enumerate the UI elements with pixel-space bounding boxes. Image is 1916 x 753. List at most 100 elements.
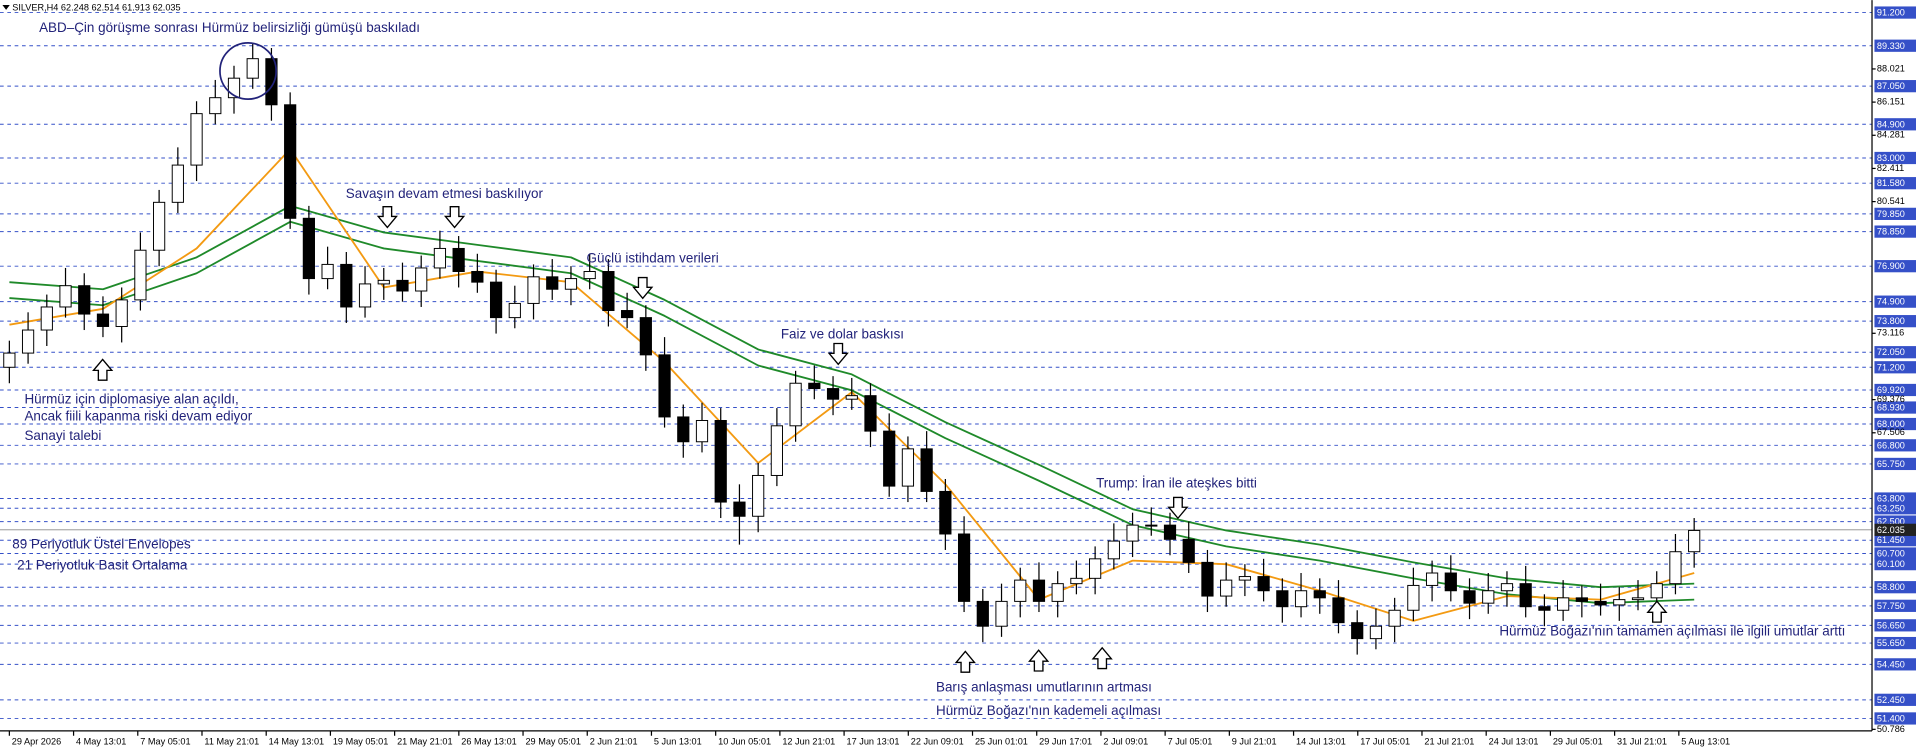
x-tick-label: 29 Apr 2026 bbox=[12, 736, 61, 746]
level-label: 61.450 bbox=[1877, 535, 1905, 545]
y-tick-label: 86.151 bbox=[1877, 97, 1905, 107]
candle-body bbox=[883, 430, 896, 487]
candle-body bbox=[583, 271, 596, 280]
annotation: Savaşın devam etmesi baskılıyor bbox=[346, 186, 544, 201]
candle-body bbox=[1669, 551, 1682, 585]
candle-body bbox=[939, 490, 952, 535]
y-tick-label: 84.281 bbox=[1877, 130, 1905, 140]
level-label: 84.900 bbox=[1877, 119, 1905, 129]
x-tick-label: 5 Jun 13:01 bbox=[654, 736, 702, 746]
candle-body bbox=[527, 276, 540, 304]
candle-body bbox=[358, 283, 372, 308]
level-label-box bbox=[1874, 599, 1916, 612]
level-label: 60.100 bbox=[1877, 559, 1905, 569]
level-label: 51.400 bbox=[1877, 713, 1905, 723]
close: 62.035 bbox=[153, 3, 181, 13]
level-label-box bbox=[1874, 260, 1916, 273]
candle-body bbox=[1257, 576, 1270, 592]
level-label-box bbox=[1874, 177, 1916, 190]
level-label: 91.200 bbox=[1877, 8, 1905, 18]
candle-body bbox=[3, 352, 16, 368]
candle-body bbox=[1051, 583, 1064, 602]
annotation: Hürmüz Boğazı'nın tamamen açılması ile i… bbox=[1499, 623, 1845, 638]
level-label: 87.050 bbox=[1877, 81, 1905, 91]
candle-body bbox=[246, 58, 259, 79]
level-label-box bbox=[1874, 80, 1916, 93]
level-label-box bbox=[1874, 439, 1916, 452]
level-label-box bbox=[1874, 547, 1916, 560]
level-label: 55.650 bbox=[1877, 638, 1905, 648]
level-label-box bbox=[1874, 401, 1916, 414]
candle-body bbox=[1070, 577, 1083, 585]
candle-body bbox=[1425, 572, 1439, 586]
annotation: ABD–Çin görüşme sonrası Hürmüz belirsizl… bbox=[39, 20, 420, 35]
y-tick-label: 69.376 bbox=[1877, 394, 1905, 404]
level-label: 62.500 bbox=[1877, 517, 1905, 527]
low: 61.913 bbox=[122, 3, 150, 13]
candle-body bbox=[1613, 599, 1626, 606]
candle-body bbox=[1388, 609, 1401, 627]
level-label: 60.700 bbox=[1877, 549, 1905, 559]
last-price-box bbox=[1874, 523, 1916, 536]
x-tick-label: 17 Jun 13:01 bbox=[847, 736, 900, 746]
candle-body bbox=[1107, 540, 1120, 560]
candle-body bbox=[1500, 583, 1514, 592]
level-label-box bbox=[1874, 6, 1916, 19]
level-label: 68.930 bbox=[1877, 403, 1905, 413]
candle-body bbox=[1631, 597, 1645, 601]
candle-body bbox=[1201, 561, 1214, 597]
candle-body bbox=[1163, 524, 1177, 540]
x-tick-label: 19 May 05:01 bbox=[333, 736, 388, 746]
candle-body bbox=[976, 600, 989, 627]
candle-body bbox=[321, 263, 334, 280]
candle-body bbox=[1182, 538, 1195, 563]
candle-body bbox=[1145, 524, 1158, 527]
level-label: 63.250 bbox=[1877, 503, 1905, 513]
level-label-box bbox=[1874, 534, 1916, 547]
candle-body bbox=[377, 279, 390, 285]
x-tick-label: 11 May 21:01 bbox=[204, 736, 259, 746]
level-label-box bbox=[1874, 346, 1916, 359]
level-label-box bbox=[1874, 457, 1916, 471]
candle-body bbox=[1407, 584, 1420, 611]
y-tick-label: 82.411 bbox=[1877, 163, 1904, 173]
level-label: 54.450 bbox=[1877, 659, 1905, 669]
level-label: 58.800 bbox=[1877, 582, 1905, 592]
level-label-box bbox=[1874, 295, 1916, 308]
high: 62.514 bbox=[91, 3, 119, 13]
level-label-box bbox=[1874, 502, 1916, 515]
level-label-box bbox=[1874, 151, 1916, 165]
level-label-box bbox=[1874, 39, 1916, 52]
candle-body bbox=[396, 279, 409, 292]
candle-body bbox=[995, 600, 1008, 627]
candle-body bbox=[471, 271, 484, 283]
candle-body bbox=[957, 533, 971, 602]
level-label: 78.850 bbox=[1877, 227, 1905, 237]
header-text: SILVER,H4 62.248 62.514 61.913 62.035 bbox=[12, 3, 180, 13]
level-label-box bbox=[1874, 636, 1916, 650]
level-label: 83.000 bbox=[1877, 153, 1905, 163]
annotations: ABD–Çin görüşme sonrası Hürmüz belirsizl… bbox=[12, 20, 1845, 718]
level-label: 57.750 bbox=[1877, 601, 1905, 611]
candle-body bbox=[1313, 590, 1326, 599]
annotation: Trump: İran ile ateşkes bitti bbox=[1096, 476, 1257, 491]
candle-body bbox=[845, 395, 858, 400]
candle-body bbox=[1519, 583, 1532, 608]
candles-layer bbox=[3, 42, 1701, 655]
level-label: 56.650 bbox=[1877, 620, 1905, 630]
candle-body bbox=[1575, 597, 1588, 602]
symbol: SILVER,H4 bbox=[12, 3, 58, 13]
annotation: Barış anlaşması umutlarının artması bbox=[936, 680, 1152, 695]
x-tick-label: 14 Jul 13:01 bbox=[1296, 736, 1346, 746]
level-label: 79.850 bbox=[1877, 209, 1905, 219]
x-tick-label: 14 May 13:01 bbox=[269, 736, 324, 746]
candle-body bbox=[621, 310, 634, 319]
candle-body bbox=[695, 419, 709, 443]
candle-body bbox=[489, 281, 503, 319]
y-tick-label: 88.021 bbox=[1877, 63, 1905, 73]
x-tick-label: 29 Jul 05:01 bbox=[1553, 736, 1603, 746]
candle-body bbox=[1557, 597, 1570, 611]
candle-body bbox=[1369, 625, 1383, 640]
candle-body bbox=[153, 201, 166, 251]
level-label-box bbox=[1874, 581, 1916, 594]
